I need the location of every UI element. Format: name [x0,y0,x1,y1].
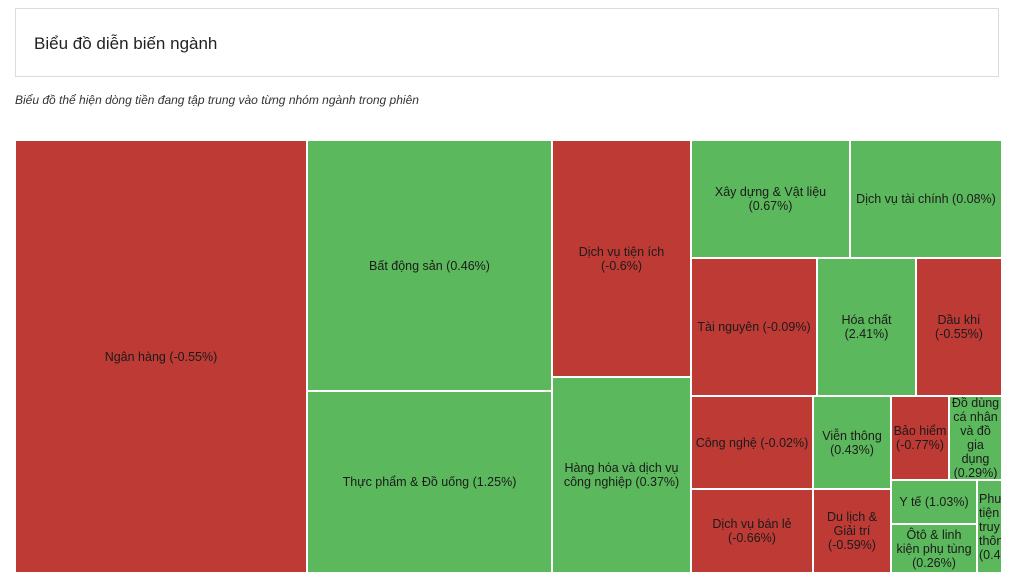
treemap-cell-label: Viễn thông (0.43%) [822,428,882,457]
treemap-cell[interactable]: Thực phẩm & Đồ uống (1.25%) [307,391,552,573]
treemap-cell[interactable]: Bất động sản (0.46%) [307,140,552,391]
treemap-cell[interactable]: Y tế (1.03%) [891,480,977,524]
treemap-cell-label: Ôtô & linh kiện phụ tùng (0.26%) [896,527,972,570]
treemap-cell[interactable]: Dịch vụ tài chính (0.08%) [850,140,1002,258]
treemap-cell-label: Y tế (1.03%) [899,495,969,509]
treemap-cell[interactable]: Bảo hiểm (-0.77%) [891,396,949,480]
treemap-cell-label: Xây dựng & Vật liệu (0.67%) [714,185,827,213]
treemap-cell[interactable]: Viễn thông (0.43%) [813,396,891,489]
treemap-cell-label: Hóa chất (2.41%) [841,313,892,341]
treemap-cell[interactable]: Du lịch & Giải trí (-0.59%) [813,489,891,573]
treemap-cell-label: Du lịch & Giải trí (-0.59%) [826,510,878,552]
treemap-cell[interactable]: Hóa chất (2.41%) [817,258,916,396]
treemap-cell-label: Công nghệ (-0.02%) [695,435,809,450]
treemap-cell[interactable]: Ngân hàng (-0.55%) [15,140,307,573]
treemap-cell[interactable]: Phư tiện truy thôn (0.4 [977,480,1002,573]
sector-treemap: Ngân hàng (-0.55%) Bất động sản (0.46%) Th… [15,140,1002,573]
treemap-cell[interactable]: Xây dựng & Vật liệu (0.67%) [691,140,850,258]
treemap-cell-label: Tài nguyên (-0.09%) [697,320,811,334]
treemap-cell[interactable]: Hàng hóa và dịch vụ công nghiệp (0.37%) [552,377,691,573]
treemap-cell-label: Thực phẩm & Đồ uống (1.25%) [342,475,517,489]
treemap-cell[interactable]: Công nghệ (-0.02%) [691,396,813,489]
treemap-cell-label: Đồ dùng cá nhân và đồ gia dụng (0.29%) [951,396,1000,480]
treemap-cell-label: Dịch vụ tiện ích (-0.6%) [578,244,665,273]
treemap-cell-label: Dầu khí (-0.55%) [935,313,983,341]
treemap-cell[interactable]: Tài nguyên (-0.09%) [691,258,817,396]
treemap-cell-label: Bất động sản (0.46%) [369,258,490,273]
treemap-cell-label: Ngân hàng (-0.55%) [104,349,218,364]
treemap-cell[interactable]: Đồ dùng cá nhân và đồ gia dụng (0.29%) [949,396,1002,480]
chart-header-card: Biểu đồ diễn biến ngành [15,8,999,77]
chart-subtitle: Biểu đồ thể hiện dòng tiền đang tập trun… [15,93,419,107]
treemap-cell[interactable]: Dịch vụ tiện ích (-0.6%) [552,140,691,377]
treemap-cell-label: Dịch vụ bán lẻ (-0.66%) [712,517,792,545]
treemap-cell[interactable]: Dầu khí (-0.55%) [916,258,1002,396]
treemap-cell[interactable]: Ôtô & linh kiện phụ tùng (0.26%) [891,524,977,573]
chart-title: Biểu đồ diễn biến ngành [34,34,218,53]
treemap-cell-label: Bảo hiểm (-0.77%) [893,424,947,452]
treemap-cell-label: Phư tiện truy thôn (0.4 [979,491,1002,562]
treemap-cell-label: Hàng hóa và dịch vụ công nghiệp (0.37%) [563,461,680,489]
treemap-cell[interactable]: Dịch vụ bán lẻ (-0.66%) [691,489,813,573]
treemap-cell-label: Dịch vụ tài chính (0.08%) [856,192,996,206]
